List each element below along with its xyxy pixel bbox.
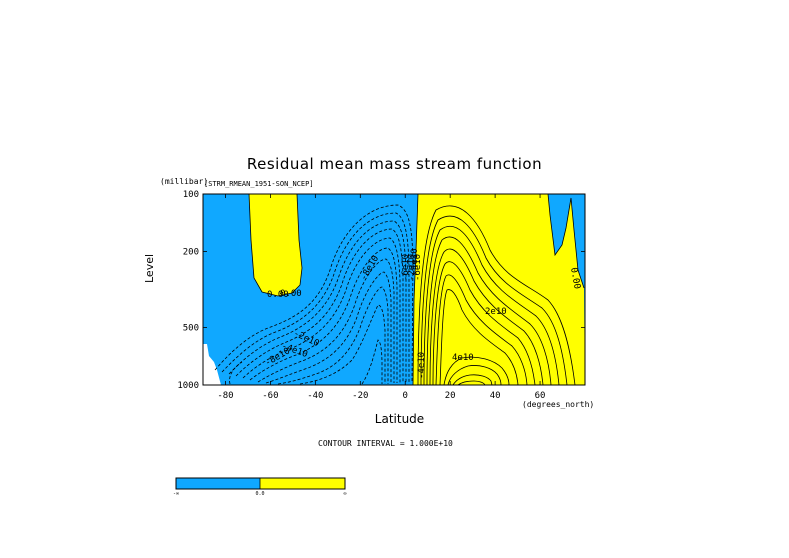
x-tick-label: -20 (352, 391, 368, 401)
colorbar-positive (260, 478, 345, 489)
x-tick-label: -60 (262, 391, 278, 401)
x-tick-label: 40 (490, 391, 501, 401)
contour-line (242, 237, 401, 383)
contour-line (299, 304, 386, 385)
negative-contours (214, 204, 414, 385)
contour-line (221, 212, 410, 383)
contour-interval-note: CONTOUR INTERVAL = 1.000E+10 (318, 439, 453, 448)
contour-line (412, 193, 419, 386)
contour-line (439, 289, 519, 386)
contour-line (257, 258, 395, 383)
contour-label: -6e10 (413, 254, 423, 281)
plot-frame (202, 193, 586, 386)
contour-line (417, 205, 576, 386)
contour-line (452, 374, 493, 386)
contour-label: -4e10 (417, 352, 427, 379)
contour-line (248, 193, 303, 297)
y-tick-label: 1000 (177, 381, 199, 391)
contour-line (435, 274, 528, 386)
chart-title: Residual mean mass stream function (246, 155, 543, 173)
plot-area: 0.00 -8e10 -6e10 -2e10 -6e10 -2e10 -4e10… (202, 193, 586, 386)
contour-label: 2e10 (485, 307, 507, 317)
dataset-label: [STRM_RMEAN_1951-SON_NCEP] (204, 180, 314, 188)
x-axis: -80 -60 -40 -20 0 20 40 60 (217, 194, 545, 401)
contour-label: 0.00 (568, 267, 582, 290)
y-tick-label: 200 (183, 247, 199, 257)
positive-contours (248, 193, 585, 386)
contour-line (426, 236, 552, 386)
positive-fill-south (249, 194, 302, 296)
positive-fill-north (413, 194, 585, 385)
contour-line (229, 361, 243, 385)
x-tick-label: 60 (535, 391, 546, 401)
contour-line (214, 204, 414, 384)
x-axis-label: Latitude (374, 412, 425, 426)
x-axis-unit: (degrees_north) (522, 400, 595, 409)
x-tick-label: 20 (445, 391, 456, 401)
contour-label: 4e10 (410, 248, 420, 270)
contour-line (447, 365, 502, 386)
contour-label: 0.00 (267, 290, 289, 300)
contour-line (265, 271, 392, 384)
contour-line (429, 248, 544, 386)
x-tick-label: 0 (403, 391, 408, 401)
contour-line (277, 286, 389, 385)
x-tick-label: -80 (217, 391, 233, 401)
colorbar-label-mid: 0.0 (255, 491, 264, 497)
contour-line (443, 356, 510, 386)
x-tick-label: -40 (307, 391, 323, 401)
y-axis-unit: (millibar) (160, 177, 209, 186)
contour-label: -6e10 (401, 254, 411, 281)
contour-line (547, 193, 585, 289)
colorbar-label-min: -∞ (173, 491, 179, 497)
contour-line (361, 339, 383, 385)
colorbar-label-max: ∞ (343, 491, 346, 497)
colorbar-negative (176, 478, 260, 489)
y-tick-label: 100 (183, 190, 199, 200)
contour-line (249, 247, 398, 383)
contour-label: -2e10 (407, 254, 417, 281)
contour-line (420, 215, 568, 386)
y-tick-label: 500 (183, 324, 199, 334)
y-axis: 1000 500 200 100 (177, 190, 585, 391)
contour-line (432, 261, 536, 386)
missing-data-region (203, 344, 221, 385)
contour-label: 4e10 (452, 353, 474, 363)
contour-line (457, 380, 486, 386)
contour-line (423, 225, 560, 386)
colorbar-frame (175, 477, 346, 490)
contour-line (228, 220, 407, 383)
colorbar: -∞ 0.0 ∞ (173, 477, 347, 497)
contour-label: 0.00 (280, 289, 302, 299)
